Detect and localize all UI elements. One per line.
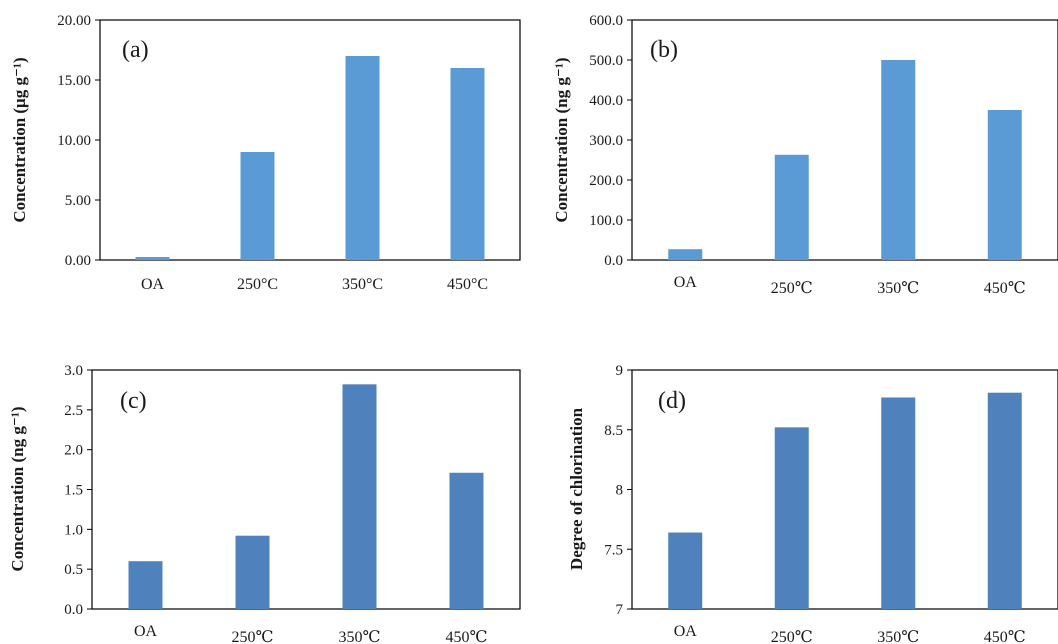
x-category-label: 450°C (447, 276, 488, 293)
y-tick-label: 1.5 (64, 483, 83, 499)
x-category-label: 250℃ (771, 629, 813, 644)
x-category-label: 350℃ (339, 629, 381, 644)
panel-label: (c) (120, 388, 147, 414)
y-tick-label: 400.0 (589, 93, 623, 109)
x-category-label: OA (134, 623, 158, 640)
y-tick-label: 0.00 (65, 253, 91, 269)
panel-label: (a) (122, 37, 149, 63)
y-tick-label: 8.5 (604, 423, 623, 439)
x-category-label: OA (674, 274, 698, 291)
x-category-label: 450℃ (984, 629, 1026, 644)
y-tick-label: 600.0 (589, 13, 623, 29)
chart-panel-2: 0.0 100.0 200.0 300.0 400.0 500.0 600.0 OA 250℃ 3… (552, 13, 1058, 297)
panel-label: (d) (658, 388, 686, 414)
y-tick-label: 500.0 (589, 53, 623, 69)
bar-4 (449, 472, 484, 609)
y-tick-label: 0.0 (64, 602, 83, 618)
bar-3 (881, 60, 916, 260)
bar-3 (345, 56, 380, 260)
bar-3 (881, 397, 916, 609)
y-tick-label: 200.0 (589, 173, 623, 189)
y-tick-label: 2.0 (64, 443, 83, 459)
x-category-label: 250℃ (232, 629, 274, 644)
x-category-label: 450℃ (446, 629, 488, 644)
y-tick-label: 7 (616, 602, 624, 618)
chart-panel-1: 0.00 5.00 10.00 15.00 20.00 OA 250°C 350°C 450°C… (10, 13, 521, 293)
panel-label: (b) (650, 37, 678, 63)
y-tick-label: 2.5 (64, 403, 83, 419)
y-tick-label: 20.00 (57, 13, 91, 29)
bar-3 (342, 384, 377, 609)
y-tick-label: 3.0 (64, 363, 83, 379)
y-tick-label: 9 (616, 363, 624, 379)
bar-4 (987, 392, 1022, 609)
x-category-label: 350℃ (877, 629, 919, 644)
x-category-label: OA (674, 623, 698, 640)
y-tick-label: 10.00 (57, 133, 91, 149)
chart-panel-4: 7 7.5 8 8.5 9 OA 250℃ 350℃ 450℃ Degree of chlorin… (567, 363, 1058, 644)
bar-2 (235, 535, 270, 609)
y-tick-label: 1.0 (64, 522, 83, 538)
bar-4 (987, 110, 1022, 260)
x-category-label: 250℃ (771, 280, 813, 297)
bar-1 (668, 532, 703, 609)
y-axis-title: Degree of chlorination (567, 407, 586, 570)
bar-1 (668, 249, 703, 260)
y-axis-title: Concentration (μg g⁻¹) (10, 57, 29, 222)
x-category-label: OA (141, 276, 165, 293)
bar-4 (450, 68, 485, 260)
y-tick-label: 0.5 (64, 562, 83, 578)
x-category-label: 350℃ (877, 280, 919, 297)
x-category-label: 450℃ (984, 280, 1026, 297)
y-tick-label: 8 (616, 483, 624, 499)
y-tick-label: 0.0 (604, 253, 623, 269)
y-tick-label: 100.0 (589, 213, 623, 229)
bar-2 (240, 152, 275, 260)
y-axis-title: Concentration (ng g⁻¹) (552, 57, 571, 222)
bar-2 (774, 427, 809, 609)
y-tick-label: 300.0 (589, 133, 623, 149)
y-axis-title: Concentration (ng g⁻¹) (8, 406, 27, 571)
y-tick-label: 7.5 (604, 542, 623, 558)
y-tick-label: 5.00 (65, 193, 91, 209)
x-category-label: 250°C (237, 276, 278, 293)
y-tick-label: 15.00 (57, 73, 91, 89)
bar-2 (774, 154, 809, 260)
bar-1 (135, 257, 170, 260)
x-category-label: 350°C (342, 276, 383, 293)
chart-panel-3: 0.0 0.5 1.0 1.5 2.0 2.5 3.0 OA 250℃ 350℃ 450℃ Conce… (8, 363, 521, 644)
bar-1 (128, 561, 163, 609)
